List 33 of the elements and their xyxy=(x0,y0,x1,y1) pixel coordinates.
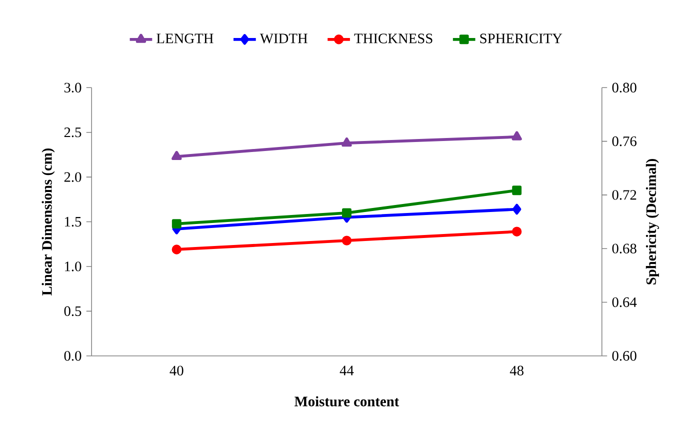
y-tick-label: 0.0 xyxy=(64,351,82,361)
y2-tick-label: 0.76 xyxy=(612,136,636,146)
point xyxy=(342,208,352,218)
y-tick-label: 0.5 xyxy=(64,306,82,316)
legend-label: LENGTH xyxy=(156,34,214,44)
y2-tick-label: 0.72 xyxy=(612,190,636,200)
point xyxy=(512,186,522,196)
y2-tick-label: 0.68 xyxy=(612,244,636,254)
point xyxy=(512,131,522,140)
y-tick-label: 1.0 xyxy=(65,262,82,272)
x-tick-label: 48 xyxy=(510,366,524,376)
legend-label: SPHERICITY xyxy=(480,34,562,44)
y-tick-label: 2.0 xyxy=(64,172,82,182)
point xyxy=(342,138,352,147)
y2-tick-label: 0.80 xyxy=(612,82,636,93)
y-tick-label: 1.5 xyxy=(65,216,82,227)
y2-tick-label: 0.64 xyxy=(612,297,637,308)
x-tick-label: 40 xyxy=(170,366,184,376)
point xyxy=(512,204,522,215)
legend-label: THICKNESS xyxy=(354,34,432,44)
y-axis-title: Linear Dimensions (cm) xyxy=(42,148,55,296)
y-tick-label: 2.5 xyxy=(64,128,82,138)
point xyxy=(512,226,522,236)
point xyxy=(342,236,352,246)
point xyxy=(172,150,182,160)
point xyxy=(172,219,182,229)
point xyxy=(172,244,182,254)
y2-axis-title: Sphericity (Decimal) xyxy=(646,159,659,284)
x-tick-label: 44 xyxy=(340,366,354,376)
legend-label: WIDTH xyxy=(260,34,308,44)
y2-tick-label: 0.60 xyxy=(612,351,636,361)
x-axis-title: Moisture content xyxy=(294,396,400,406)
y-tick-label: 3.0 xyxy=(64,82,82,93)
